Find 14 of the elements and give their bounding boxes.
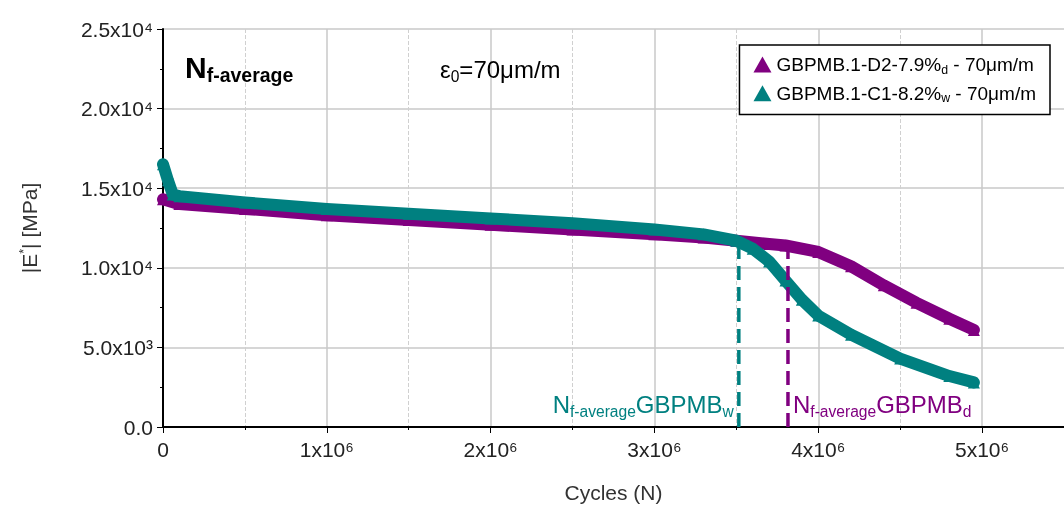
y-axis-title: |E*| [MPa] xyxy=(17,182,41,274)
x-tick-label: 4x10⁶ xyxy=(791,438,846,461)
y-tick-label: 2.0x10⁴ xyxy=(80,97,153,121)
x-tick-label: 1x10⁶ xyxy=(299,438,354,461)
x-tick-label: 0 xyxy=(157,438,169,461)
x-tick-label: 3x10⁶ xyxy=(627,438,682,461)
y-tick-label: 1.5x10⁴ xyxy=(80,176,153,200)
y-tick-label: 5.0x10³ xyxy=(82,335,153,359)
y-tick-label: 2.5x10⁴ xyxy=(80,17,153,41)
y-tick-label: 0.0 xyxy=(123,415,153,439)
y-tick-label: 1.0x10⁴ xyxy=(80,256,153,280)
x-axis-title: Cycles (N) xyxy=(564,481,663,504)
x-tick-label: 5x10⁶ xyxy=(955,438,1010,461)
x-tick-label: 2x10⁶ xyxy=(463,438,518,461)
